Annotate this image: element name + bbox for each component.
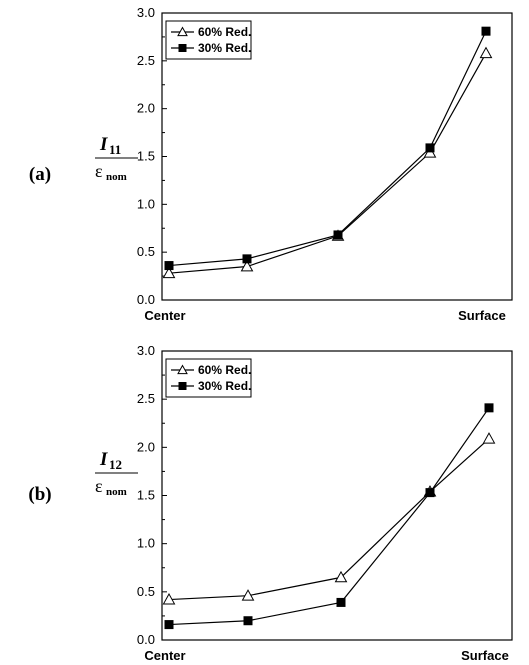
- x-tick-label-center: Center: [144, 308, 185, 323]
- legend-box: [165, 358, 252, 398]
- data-point-triangle: [241, 589, 255, 601]
- data-point-square: [164, 620, 174, 630]
- y-tick-label: 3.0: [137, 5, 155, 20]
- data-point-square: [164, 261, 174, 271]
- legend-marker-triangle: [177, 364, 188, 375]
- x-tick-label-surface: Surface: [461, 648, 509, 663]
- legend-marker-square: [178, 382, 187, 390]
- y-label-denominator-subscript: nom: [106, 486, 127, 498]
- data-point-triangle: [162, 266, 176, 279]
- chart-panel-0: 0.0 0.5 1.0 1.5 2.0 2.5 3.0 Center Surface (a) I 11…: [29, 5, 513, 323]
- legend-label-1: 30% Red.: [198, 379, 251, 393]
- panel-label: (b): [28, 484, 51, 505]
- data-point-triangle: [240, 259, 254, 272]
- y-axis-label: I 11 ε nom: [95, 134, 138, 183]
- y-tick-label: 3.0: [137, 343, 155, 358]
- data-point-square: [333, 230, 343, 240]
- y-label-numerator: I: [99, 449, 108, 470]
- data-point-triangle: [482, 432, 496, 444]
- data-point-triangle: [334, 570, 348, 583]
- y-tick-label: 1.0: [137, 196, 155, 211]
- y-tick-label: 2.0: [137, 101, 155, 116]
- legend: 60% Red. 30% Red.: [165, 20, 252, 60]
- panel-label: (a): [29, 164, 51, 185]
- y-tick-label: 0.0: [137, 632, 155, 647]
- x-tick-label-center: Center: [144, 648, 185, 663]
- y-tick-label: 2.5: [137, 391, 155, 406]
- data-point-square: [242, 254, 252, 264]
- x-tick-label-surface: Surface: [458, 308, 506, 323]
- data-point-square: [243, 616, 253, 626]
- y-label-denominator: ε: [95, 476, 103, 496]
- y-tick-label: 0.5: [137, 584, 155, 599]
- series-line-0: [168, 438, 490, 601]
- data-point-square: [481, 26, 491, 36]
- y-tick-label: 2.0: [137, 439, 155, 454]
- y-tick-label: 0.0: [137, 292, 155, 307]
- legend-label-0: 60% Red.: [198, 363, 251, 377]
- y-label-subscript: 11: [109, 142, 121, 157]
- y-label-subscript: 12: [109, 457, 122, 472]
- data-point-square: [425, 143, 435, 153]
- legend-marker-square: [178, 44, 187, 52]
- data-point-square: [484, 403, 494, 413]
- legend: 60% Red. 30% Red.: [165, 358, 252, 398]
- series-line-1: [168, 30, 487, 267]
- legend-box: [165, 20, 252, 60]
- chart-panel-1: 0.0 0.5 1.0 1.5 2.0 2.5 3.0 Center Surface (b) I 12…: [28, 343, 513, 663]
- legend-label-0: 60% Red.: [198, 25, 251, 39]
- y-label-denominator-subscript: nom: [106, 171, 127, 183]
- y-label-numerator: I: [99, 134, 108, 155]
- y-tick-label: 1.5: [137, 488, 155, 503]
- legend-marker-triangle: [177, 26, 188, 37]
- data-point-square: [336, 597, 346, 607]
- data-point-square: [425, 488, 435, 498]
- series-line-0: [168, 52, 487, 274]
- y-label-denominator: ε: [95, 161, 103, 181]
- y-tick-label: 1.5: [137, 149, 155, 164]
- y-tick-label: 1.0: [137, 536, 155, 551]
- series-line-1: [168, 407, 490, 626]
- data-point-triangle: [162, 593, 176, 605]
- y-axis-label: I 12 ε nom: [95, 449, 138, 498]
- data-point-triangle: [479, 46, 493, 59]
- y-tick-label: 2.5: [137, 53, 155, 68]
- legend-label-1: 30% Red.: [198, 41, 251, 55]
- y-tick-label: 0.5: [137, 244, 155, 259]
